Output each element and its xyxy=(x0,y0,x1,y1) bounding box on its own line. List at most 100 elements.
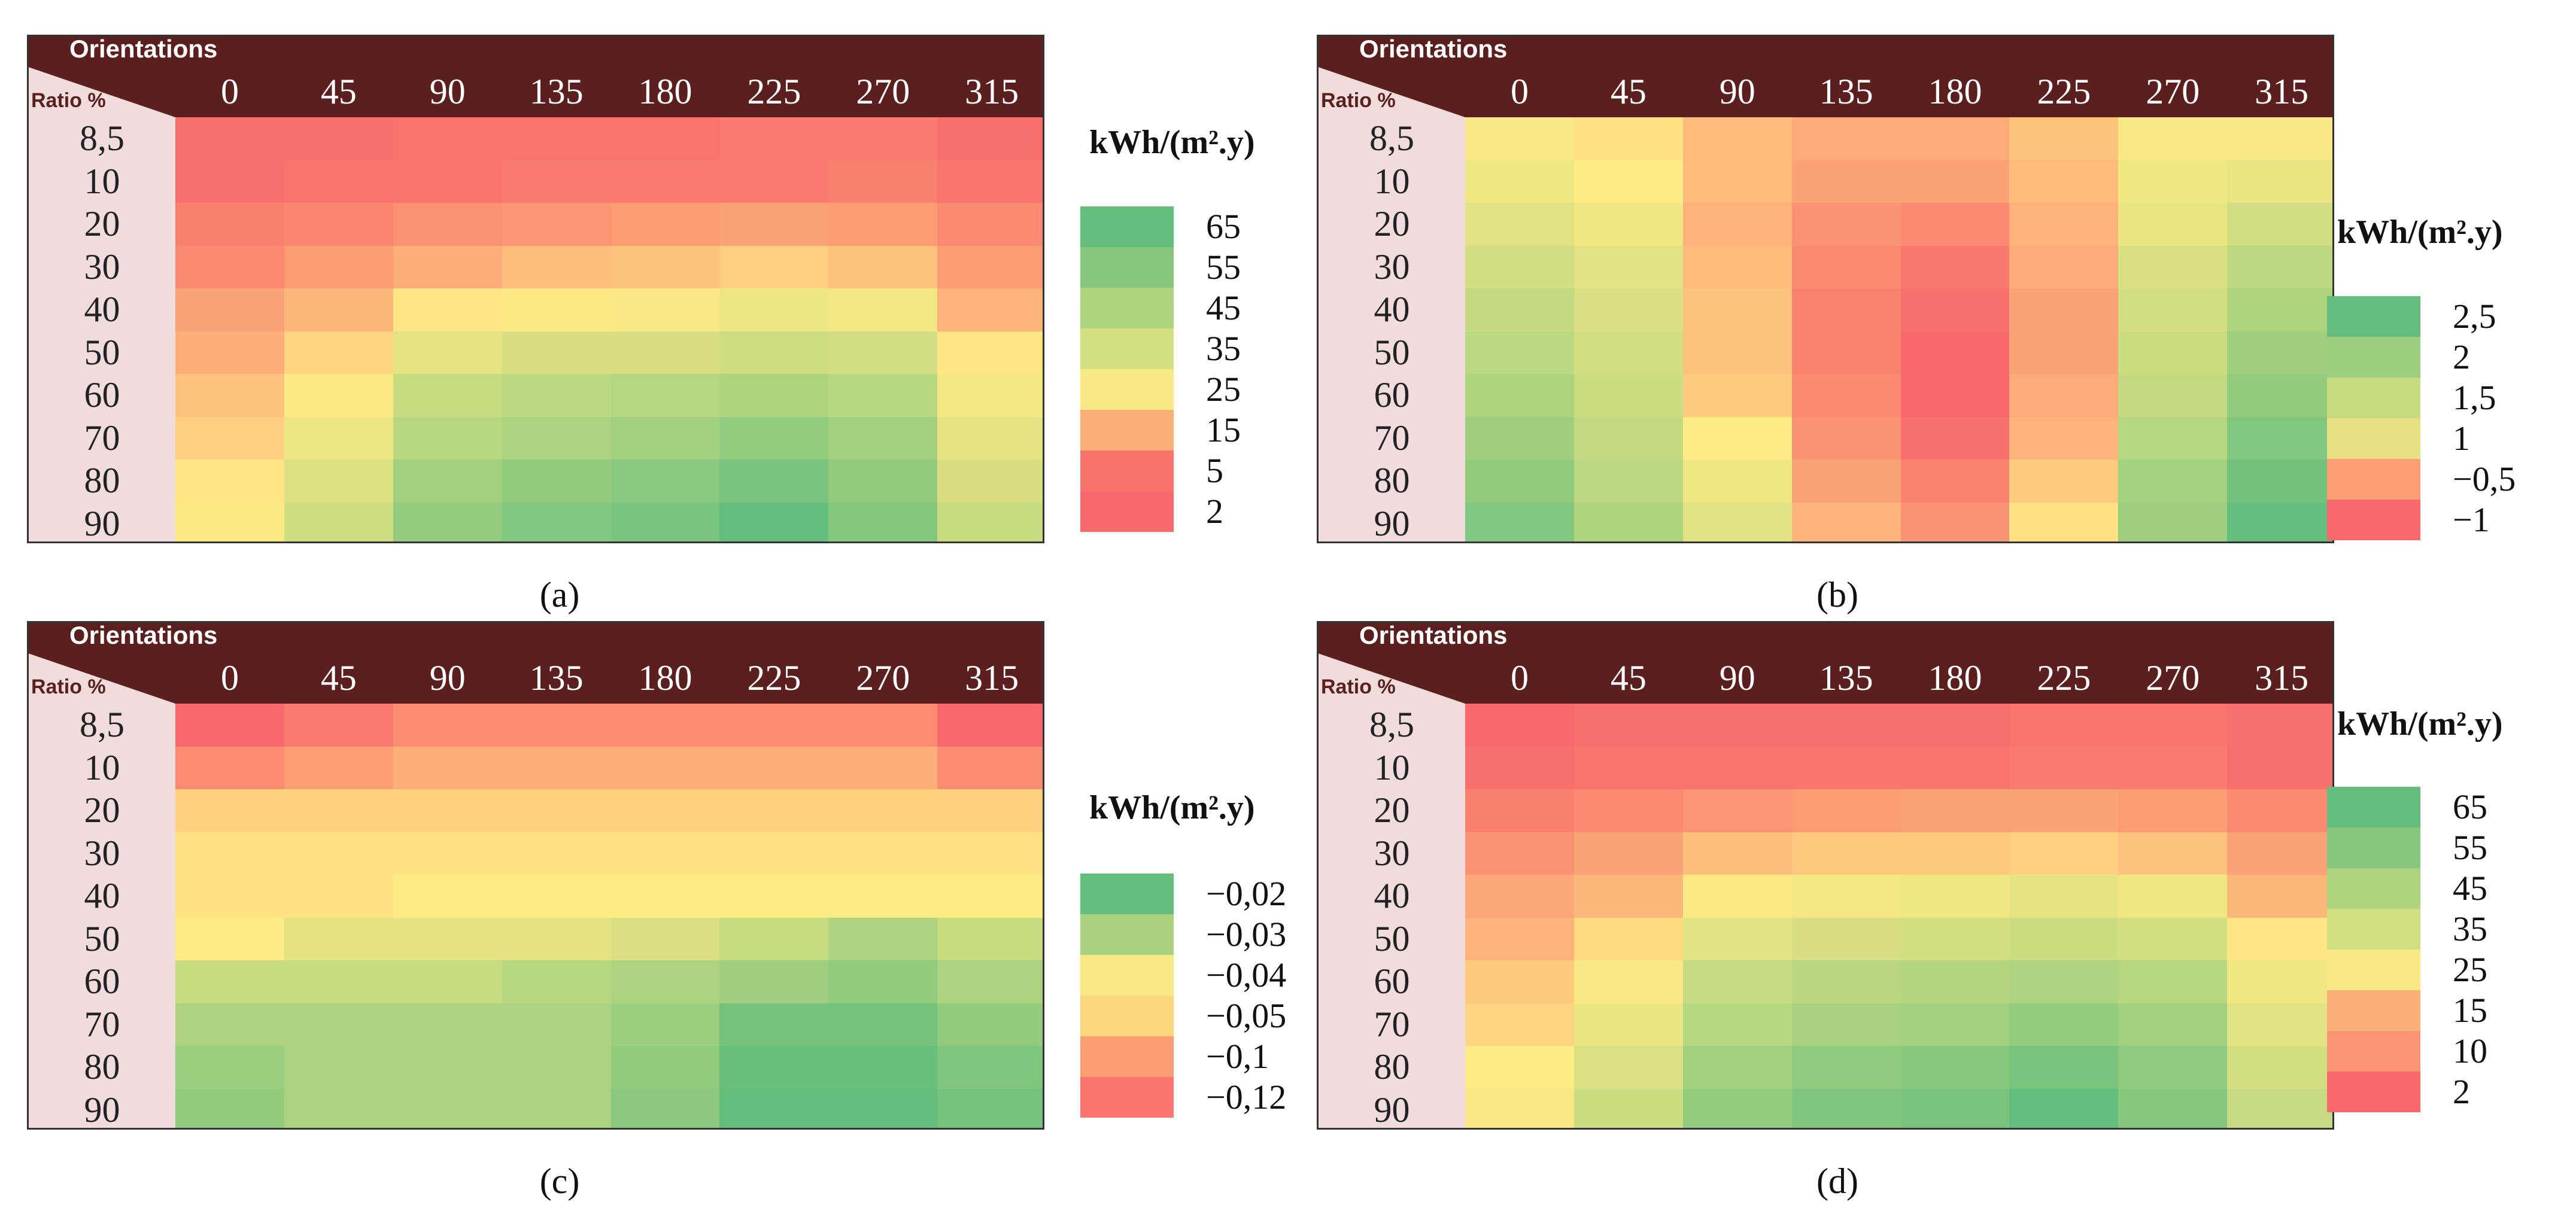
column-header-225: 225 xyxy=(747,72,801,111)
column-header-45: 45 xyxy=(1610,72,1647,111)
heatmap-cell xyxy=(284,960,394,1004)
heatmap-cell xyxy=(719,160,830,203)
heatmap-cell xyxy=(284,875,394,918)
heatmap-cell xyxy=(1900,460,2010,503)
heatmap-cell xyxy=(937,416,1043,460)
row-header-column xyxy=(1319,117,1465,541)
heatmap-cell xyxy=(1465,1088,1575,1128)
heatmap-cell xyxy=(1900,917,2010,961)
heatmap-cell xyxy=(1465,374,1575,418)
heatmap-cell xyxy=(175,875,285,918)
heatmap-cell xyxy=(828,704,938,747)
legend-unit-label: kWh/(m².y) xyxy=(1089,124,1255,161)
heatmap-cell xyxy=(2009,1088,2119,1128)
heatmap-cell xyxy=(2227,1088,2332,1128)
legend-label: 35 xyxy=(2453,909,2487,948)
heatmap-cell xyxy=(393,746,503,790)
legend-swatch xyxy=(2327,459,2420,500)
heatmap-cell xyxy=(2227,288,2332,332)
heatmap-cell xyxy=(1682,875,1793,918)
heatmap-cell xyxy=(502,331,612,375)
column-header-90: 90 xyxy=(1719,72,1755,111)
legend-swatch xyxy=(1080,1036,1174,1077)
corner-triangle xyxy=(29,653,175,704)
legend-label: −0,1 xyxy=(1206,1037,1269,1076)
heatmap-cell xyxy=(1465,917,1575,961)
heatmap-cell xyxy=(1465,245,1575,289)
column-header-45: 45 xyxy=(320,658,357,698)
heatmap-cell xyxy=(393,875,503,918)
heatmap-cell xyxy=(2118,917,2228,961)
heatmap-cell xyxy=(1682,117,1793,161)
legend-swatch xyxy=(2327,787,2420,827)
heatmap-cell xyxy=(1900,288,2010,332)
column-header-180: 180 xyxy=(1928,72,1982,111)
heatmap-cell xyxy=(393,960,503,1004)
heatmap-cell xyxy=(284,1046,394,1090)
heatmap-cell xyxy=(502,917,612,961)
heatmap-cell xyxy=(828,288,938,332)
heatmap-cell xyxy=(393,245,503,289)
heatmap-cell xyxy=(502,245,612,289)
heatmap-cell xyxy=(284,288,394,332)
legend-swatch xyxy=(2327,827,2420,868)
heatmap-cell xyxy=(1465,704,1575,747)
row-header: 80 xyxy=(1374,1047,1410,1087)
heatmap-cell xyxy=(828,832,938,875)
heatmap-cell xyxy=(175,917,285,961)
heatmap-cell xyxy=(393,1088,503,1128)
heatmap-cell xyxy=(828,117,938,161)
heatmap-cell xyxy=(828,917,938,961)
heatmap-cell xyxy=(1573,746,1684,790)
heatmap-cell xyxy=(1791,460,1901,503)
heatmap-cell xyxy=(610,960,721,1004)
legend-swatch xyxy=(2327,500,2420,540)
heatmap-cell xyxy=(284,1088,394,1128)
heatmap-cell xyxy=(719,1088,830,1128)
column-header-0: 0 xyxy=(220,72,239,111)
heatmap-cell xyxy=(393,1003,503,1046)
heatmap-cell xyxy=(2009,502,2119,541)
row-header: 40 xyxy=(1374,876,1410,915)
heatmap-cell xyxy=(1682,374,1793,418)
heatmap-cell xyxy=(1791,1088,1901,1128)
heatmap-cell xyxy=(1573,502,1684,541)
heatmap-cell xyxy=(719,416,830,460)
heatmap-cell xyxy=(2009,704,2119,747)
row-header: 10 xyxy=(84,747,120,787)
heatmap-cell xyxy=(175,203,285,247)
heatmap-cell xyxy=(1573,1046,1684,1090)
legend-label: 1 xyxy=(2453,419,2470,458)
heatmap-cell xyxy=(719,502,830,541)
heatmap-cell xyxy=(2227,203,2332,247)
row-header: 80 xyxy=(1374,461,1410,500)
row-header: 20 xyxy=(1374,204,1410,244)
heatmap-cell xyxy=(502,117,612,161)
heatmap-cell xyxy=(1573,832,1684,875)
heatmap-cell xyxy=(610,746,721,790)
heatmap-cell xyxy=(610,789,721,833)
heatmap-cell xyxy=(1682,1046,1793,1090)
heatmap-cell xyxy=(610,832,721,875)
legend-label: 25 xyxy=(2453,950,2487,989)
heatmap-cell xyxy=(937,832,1043,875)
heatmap-cell xyxy=(2227,704,2332,747)
column-header-315: 315 xyxy=(965,658,1019,698)
heatmap-cell xyxy=(610,502,721,541)
legend-swatch xyxy=(2327,909,2420,950)
heatmap-cell xyxy=(393,160,503,203)
heatmap-cell xyxy=(610,704,721,747)
legend-label: −0,02 xyxy=(1206,874,1287,913)
column-header-135: 135 xyxy=(1819,658,1873,698)
heatmap-cell xyxy=(284,502,394,541)
row-header: 40 xyxy=(84,876,120,915)
heatmap-cell xyxy=(1900,502,2010,541)
heatmap-cell xyxy=(1573,203,1684,247)
panel-caption: (d) xyxy=(1816,1161,1858,1201)
column-header-90: 90 xyxy=(1719,658,1755,698)
heatmap-cell xyxy=(284,117,394,161)
heatmap-cell xyxy=(2009,875,2119,918)
column-header-315: 315 xyxy=(2255,658,2309,698)
heatmap-cell xyxy=(2118,160,2228,203)
heatmap-cell xyxy=(719,1046,830,1090)
